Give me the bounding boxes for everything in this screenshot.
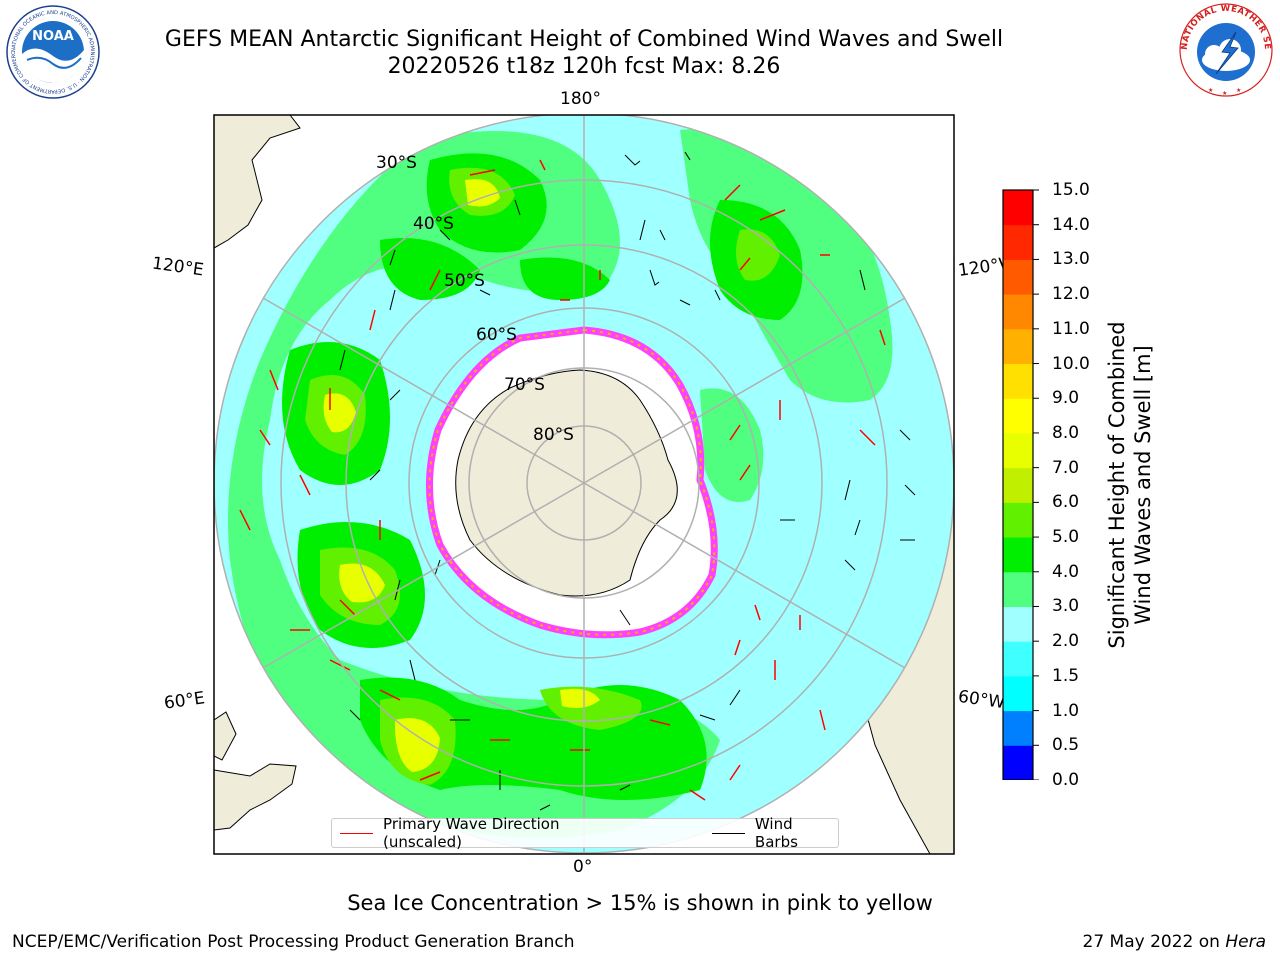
lon-label-180: 180°: [560, 89, 601, 109]
colorbar-tick-label: 1.0: [1052, 700, 1080, 721]
colorbar-tick-label: 12.0: [1052, 284, 1090, 305]
colorbar-tick-label: 13.0: [1052, 249, 1090, 270]
colorbar: [1002, 189, 1039, 780]
lat-label-60s: 60°S: [476, 325, 517, 345]
graticule: [214, 115, 954, 854]
lat-label-30s: 30°S: [376, 153, 417, 173]
nws-logo: NATIONAL WEATHER SERVICE ★ ★ ★: [1178, 2, 1273, 97]
colorbar-swatch: [1003, 710, 1033, 746]
colorbar-tick-label: 14.0: [1052, 214, 1090, 235]
wave-direction-arrows: [239, 159, 886, 801]
colorbar-swatch: [1003, 502, 1033, 538]
colorbar-tick-label: 4.0: [1052, 561, 1080, 582]
map-legend: Primary Wave Direction (unscaled) Wind B…: [331, 815, 839, 851]
colorbar-tick-label: 11.0: [1052, 318, 1090, 339]
wave-direction-legend-swatch: [340, 832, 374, 834]
colorbar-swatch: [1003, 190, 1033, 226]
australia-land: [214, 115, 301, 249]
colorbar-swatch: [1003, 224, 1033, 260]
wave-direction-legend-label: Primary Wave Direction (unscaled): [383, 815, 560, 851]
colorbar-swatch: [1003, 398, 1033, 434]
colorbar-swatch: [1003, 432, 1033, 469]
footer-date: 27 May 2022 on Hera: [1082, 932, 1267, 952]
map-subtitle: 20220526 t18z 120h fcst Max: 8.26: [387, 54, 781, 79]
colorbar-swatch: [1003, 363, 1033, 399]
africa-land: [214, 763, 297, 831]
colorbar-swatch: [1003, 606, 1033, 642]
colorbar-tick-label: 10.0: [1052, 353, 1090, 374]
colorbar-tick-label: 1.5: [1052, 665, 1080, 686]
colorbar-swatch: [1003, 571, 1033, 607]
wind-barbs-legend-swatch: [711, 832, 745, 834]
colorbar-tick-label: 0.0: [1052, 770, 1080, 790]
colorbar-tick-label: 9.0: [1052, 388, 1080, 409]
colorbar-swatch: [1003, 294, 1033, 330]
wind-barbs-legend-label: Wind Barbs: [754, 815, 798, 851]
sea-ice-note: Sea Ice Concentration > 15% is shown in …: [347, 891, 933, 915]
antarctica-land: [455, 369, 678, 597]
lat-label-40s: 40°S: [413, 214, 454, 234]
svg-text:NOAA: NOAA: [32, 29, 74, 44]
colorbar-swatch: [1003, 641, 1033, 677]
svg-text:★: ★: [1208, 87, 1213, 94]
colorbar-swatch: [1003, 675, 1033, 712]
colorbar-label: Significant Height of Combined Wind Wave…: [1105, 321, 1155, 649]
map-title: GEFS MEAN Antarctic Significant Height o…: [164, 27, 1004, 52]
lat-label-50s: 50°S: [444, 271, 485, 291]
noaa-logo: NATIONAL OCEANIC AND ATMOSPHERIC ADMINIS…: [5, 4, 100, 99]
svg-text:★: ★: [1222, 90, 1227, 97]
colorbar-tick-label: 0.5: [1052, 735, 1080, 756]
colorbar-swatch: [1003, 467, 1033, 503]
colorbar-swatch: [1003, 537, 1033, 573]
colorbar-swatch: [1003, 745, 1033, 780]
footer-credit: NCEP/EMC/Verification Post Processing Pr…: [12, 932, 575, 952]
colorbar-tick-label: 15.0: [1052, 180, 1090, 200]
colorbar-tick-label: 6.0: [1052, 492, 1080, 513]
colorbar-swatch: [1003, 259, 1033, 295]
lat-label-70s: 70°S: [504, 375, 545, 395]
colorbar-tick-label: 3.0: [1052, 596, 1080, 617]
svg-text:★: ★: [1236, 87, 1241, 94]
colorbar-swatch: [1003, 328, 1033, 365]
colorbar-tick-label: 5.0: [1052, 527, 1080, 548]
lat-label-80s: 80°S: [533, 425, 574, 445]
colorbar-tick-label: 8.0: [1052, 422, 1080, 443]
colorbar-tick-label: 2.0: [1052, 631, 1080, 652]
colorbar-tick-label: 7.0: [1052, 457, 1080, 478]
madagascar-land: [214, 711, 237, 761]
lon-label-0: 0°: [573, 857, 593, 877]
